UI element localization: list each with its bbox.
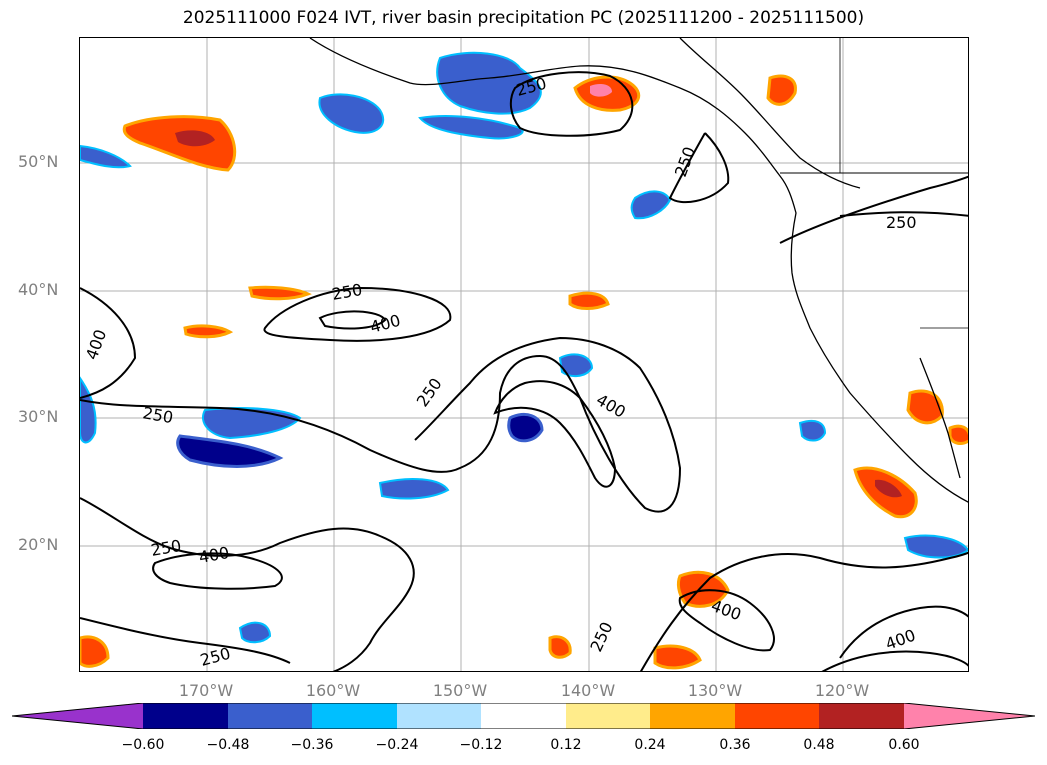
precip-blob-east-edge [948,424,968,445]
contour-400-southeast [839,605,968,659]
colorbar-tick-8: 0.48 [803,737,835,753]
lat-label-50n: 50°N [18,152,59,171]
contour-label-250-central: 250 [413,374,446,410]
contour-250-southwest-lower [80,617,291,664]
colorbar-tick-9: 0.60 [888,737,920,753]
precip-blob-mexico-core [875,479,902,498]
colorbar-segment-1 [143,703,228,729]
map-canvas: 250 250 250 400 250 250 400 250 250 400 … [80,38,968,671]
contour-label-400-southeast: 400 [883,625,918,653]
contour-400-20n-170w [152,552,283,590]
lat-label-30n: 30°N [18,407,59,426]
precip-blob-28n-deep [176,434,284,468]
contour-label-250-30n: 250 [141,403,174,427]
colorbar-segment-7 [650,703,735,729]
precip-blob-45n-140w [630,190,672,220]
coastline-alaska-bc [679,38,861,189]
precip-blob-28n-145w [507,413,544,443]
precip-blob-11n-132w [653,644,702,670]
contour-label-400-central: 400 [593,390,629,422]
coastline-baja [919,357,961,479]
contour-250-gulf-alaska [509,71,634,137]
contour-250-pnw-west [779,175,968,244]
contour-250-south-west [80,497,415,671]
precip-blob-north-band [418,115,524,140]
contour-400-west-edge [80,287,137,399]
ivt-contours [80,71,968,671]
precip-blob-north-central [318,93,385,134]
lon-label-170w: 170°W [178,681,234,700]
contour-400-central [493,380,617,488]
colorbar [12,703,1035,729]
precip-blob-12n-142w [548,635,572,659]
precip-blob-west-30n [80,376,97,444]
colorbar-tick-1: −0.48 [206,737,250,753]
positive-precip-anomalies [80,74,968,670]
precip-blob-39n-143w [568,291,610,310]
precip-blob-25n-155w [378,478,450,500]
lat-label-20n: 20°N [18,535,59,554]
contour-label-400-15n: 400 [709,596,744,624]
colorbar-tick-0: −0.60 [121,737,165,753]
map-title: 2025111000 F024 IVT, river basin precipi… [182,8,865,28]
contour-400-15n-130w [678,589,775,652]
lat-label-40n: 40°N [18,280,59,299]
precip-blob-170w-30n [202,407,302,440]
precip-blob-13n-165w [238,621,272,644]
contour-label-400-west: 400 [82,327,110,362]
contour-label-400-40n: 400 [368,311,402,337]
colorbar-tick-2: −0.36 [290,737,334,753]
colorbar-tick-5: 0.12 [550,737,582,753]
contour-label-250-40n: 250 [330,280,363,304]
precip-blob-gulf-alaska [436,51,542,115]
colorbar-segment-10 [904,703,1035,729]
precip-blob-alaska-peak [590,84,612,97]
colorbar-tick-7: 0.36 [719,737,751,753]
precip-blob-55n-125w [766,74,797,106]
colorbar-segment-6 [566,703,650,729]
precip-blob-21n-112w [903,534,968,559]
colorbar-tick-3: −0.24 [375,737,419,753]
contour-label-250-bc: 250 [671,144,699,179]
colorbar-tick-4: −0.12 [459,737,503,753]
precip-blob-37n-170w [183,324,234,339]
lon-label-150w: 150°W [432,681,488,700]
colorbar-segment-0 [12,703,143,729]
precip-blob-30n-123w [798,419,827,442]
colorbar-tick-6: 0.24 [634,737,666,753]
colorbar-segment-5 [481,703,566,729]
contour-label-250-south: 250 [586,619,616,655]
lon-label-130w: 130°W [687,681,743,700]
precip-blob-baja [906,389,944,425]
contour-label-250-southwest: 250 [198,644,232,670]
contour-label-400-20n: 400 [197,543,230,567]
contour-250-pnw-east [839,211,968,217]
precip-blob-40n-165w [248,285,312,301]
precip-blob-52n-170w [122,115,237,172]
coastline-north-america [309,38,968,503]
coastlines [309,38,968,503]
contour-400-40n-160w [318,310,387,330]
contour-250-bc-coast [668,132,730,204]
map-panel: 250 250 250 400 250 250 400 250 250 400 … [79,37,969,672]
contour-250-southeast-lower [821,650,968,671]
lon-label-140w: 140°W [560,681,616,700]
contour-label-250-pnw: 250 [886,213,917,232]
precip-blob-52n-core [175,130,215,147]
colorbar-segment-3 [312,703,397,729]
colorbar-segment-9 [819,703,904,729]
negative-precip-anomalies [80,51,968,644]
lon-label-120w: 120°W [814,681,870,700]
colorbar-segment-2 [228,703,312,729]
precip-blob-west-12n [80,635,110,668]
contour-250-40n-160w [263,286,452,342]
precip-blob-33n-141w [558,353,594,378]
colorbar-segment-4 [397,703,481,729]
precip-blob-west-50n [80,144,132,169]
lon-label-160w: 160°W [305,681,361,700]
colorbar-segment-8 [735,703,819,729]
